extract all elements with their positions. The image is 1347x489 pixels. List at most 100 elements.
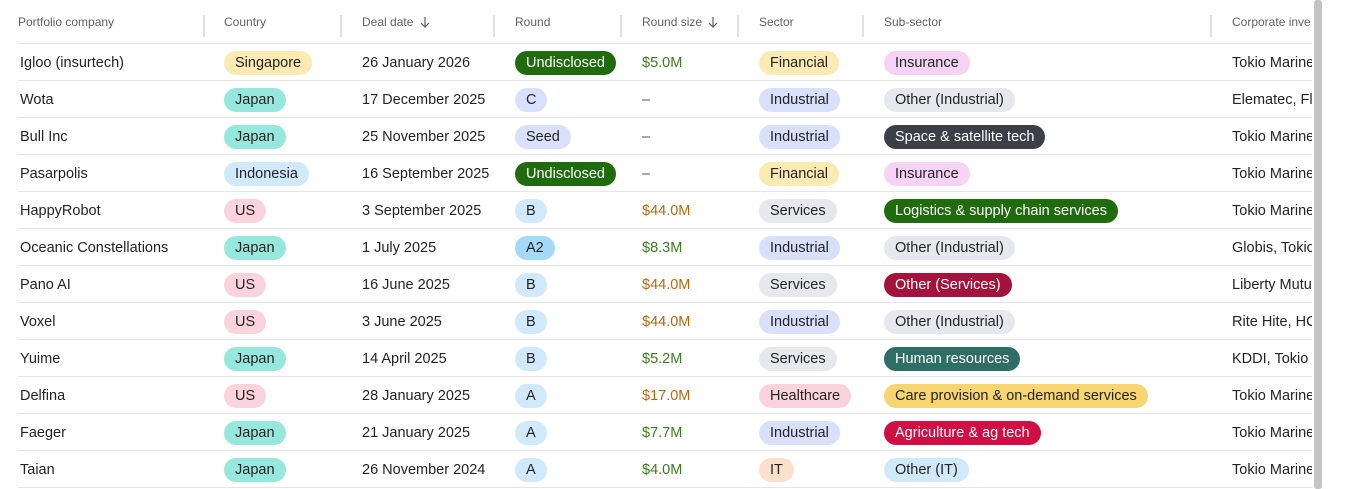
tag: Singapore	[224, 50, 313, 75]
round-size-cell: $44.0M	[642, 266, 690, 303]
tag: Indonesia	[224, 161, 309, 186]
deal-date-cell: 28 January 2025	[362, 377, 470, 414]
sub-sector-cell: Other (Services)	[884, 266, 1012, 303]
sector-cell: Healthcare	[759, 377, 852, 414]
deal-date-cell: 1 July 2025	[362, 229, 436, 266]
column-separator	[737, 15, 739, 37]
cell-text: $8.3M	[642, 239, 683, 256]
cell-text: Tokio Marine	[1232, 424, 1312, 441]
round-size-cell: $17.0M	[642, 377, 690, 414]
column-header: Corporate inve	[1232, 14, 1311, 29]
sub-sector-cell: Insurance	[884, 44, 970, 81]
tag: Japan	[224, 346, 286, 371]
company-cell: Yuime	[20, 340, 60, 377]
cell-text: Liberty Mutu	[1232, 276, 1312, 293]
country-cell: Singapore	[224, 44, 313, 81]
sector-cell: Financial	[759, 44, 840, 81]
tag: Japan	[224, 235, 286, 260]
tag: Industrial	[759, 309, 840, 334]
sub-sector-cell: Other (IT)	[884, 451, 969, 488]
row-divider	[18, 265, 1312, 266]
round-cell: A	[515, 414, 547, 451]
sector-cell: Industrial	[759, 118, 840, 155]
table: Portfolio company Country Deal date Round Ro…	[18, 14, 1312, 488]
deal-date-cell: 26 November 2024	[362, 451, 485, 488]
cell-text: $5.0M	[642, 54, 683, 71]
column-separator	[620, 15, 622, 37]
deal-date-cell: 14 April 2025	[362, 340, 447, 377]
cell-text: $5.2M	[642, 350, 683, 367]
tag: Logistics & supply chain services	[884, 198, 1118, 223]
corporate-investors-cell: Tokio Marine	[1232, 377, 1312, 414]
sub-sector-cell: Human resources	[884, 340, 1021, 377]
corporate-investors-cell: Tokio Marine	[1232, 192, 1312, 229]
deal-date-cell: 21 January 2025	[362, 414, 470, 451]
country-cell: Indonesia	[224, 155, 309, 192]
cell-text: –	[642, 91, 651, 108]
tag: Japan	[224, 87, 286, 112]
row-divider	[18, 487, 1312, 488]
country-cell: US	[224, 303, 267, 340]
cell-text: Elematec, Fle	[1232, 91, 1312, 108]
tag: Healthcare	[759, 383, 852, 408]
tag: B	[515, 272, 547, 297]
cell-text: 3 September 2025	[362, 202, 482, 219]
cell-text: $44.0M	[642, 202, 691, 219]
cell-text: Taian	[20, 461, 55, 478]
sector-cell: Services	[759, 340, 837, 377]
column-header: Portfolio company	[18, 14, 115, 29]
cell-text: HappyRobot	[20, 202, 101, 219]
tag: US	[224, 198, 267, 223]
tag: Space & satellite tech	[884, 124, 1046, 149]
column-separator	[493, 15, 495, 37]
tag: Undisclosed	[515, 50, 616, 75]
country-cell: US	[224, 377, 267, 414]
cell-text: $17.0M	[642, 387, 691, 404]
tag: Financial	[759, 50, 840, 75]
scrollbar[interactable]	[1314, 0, 1322, 489]
sub-sector-cell: Other (Industrial)	[884, 303, 1015, 340]
sector-cell: Services	[759, 192, 837, 229]
cell-text: Pano AI	[20, 276, 71, 293]
corporate-investors-cell: Liberty Mutu	[1232, 266, 1312, 303]
cell-text: Tokio Marine	[1232, 54, 1312, 71]
deal-date-cell: 3 June 2025	[362, 303, 442, 340]
country-cell: Japan	[224, 414, 286, 451]
deal-date-cell: 3 September 2025	[362, 192, 481, 229]
cell-text: 14 April 2025	[362, 350, 447, 367]
country-cell: Japan	[224, 118, 286, 155]
sub-sector-cell: Other (Industrial)	[884, 81, 1015, 118]
sub-sector-cell: Logistics & supply chain services	[884, 192, 1118, 229]
country-cell: US	[224, 192, 267, 229]
deal-date-cell: 25 November 2025	[362, 118, 485, 155]
tag: US	[224, 272, 267, 297]
round-cell: B	[515, 340, 547, 377]
round-cell: A	[515, 377, 547, 414]
row-divider	[18, 302, 1312, 303]
corporate-investors-cell: Tokio Marine	[1232, 414, 1312, 451]
cell-text: $7.7M	[642, 424, 683, 441]
column-header: Sub-sector	[884, 14, 943, 29]
company-cell: Voxel	[20, 303, 55, 340]
sector-cell: Industrial	[759, 81, 840, 118]
cell-text: –	[642, 128, 651, 145]
tag: Industrial	[759, 124, 840, 149]
column-separator	[1210, 15, 1212, 37]
cell-text: 21 January 2025	[362, 424, 471, 441]
tag: Insurance	[884, 161, 970, 186]
round-cell: B	[515, 192, 547, 229]
round-cell: B	[515, 303, 547, 340]
cell-text: KDDI, Tokio	[1232, 350, 1309, 367]
cell-text: 3 June 2025	[362, 313, 442, 330]
cell-text: Tokio Marine	[1232, 387, 1312, 404]
tag: B	[515, 309, 547, 334]
round-size-cell: $8.3M	[642, 229, 682, 266]
deal-date-cell: 17 December 2025	[362, 81, 485, 118]
sector-cell: IT	[759, 451, 794, 488]
company-cell: Bull Inc	[20, 118, 68, 155]
cell-text: Yuime	[20, 350, 61, 367]
tag: Insurance	[884, 50, 970, 75]
sector-cell: Industrial	[759, 229, 840, 266]
column-separator	[340, 15, 342, 37]
row-divider	[18, 339, 1312, 340]
